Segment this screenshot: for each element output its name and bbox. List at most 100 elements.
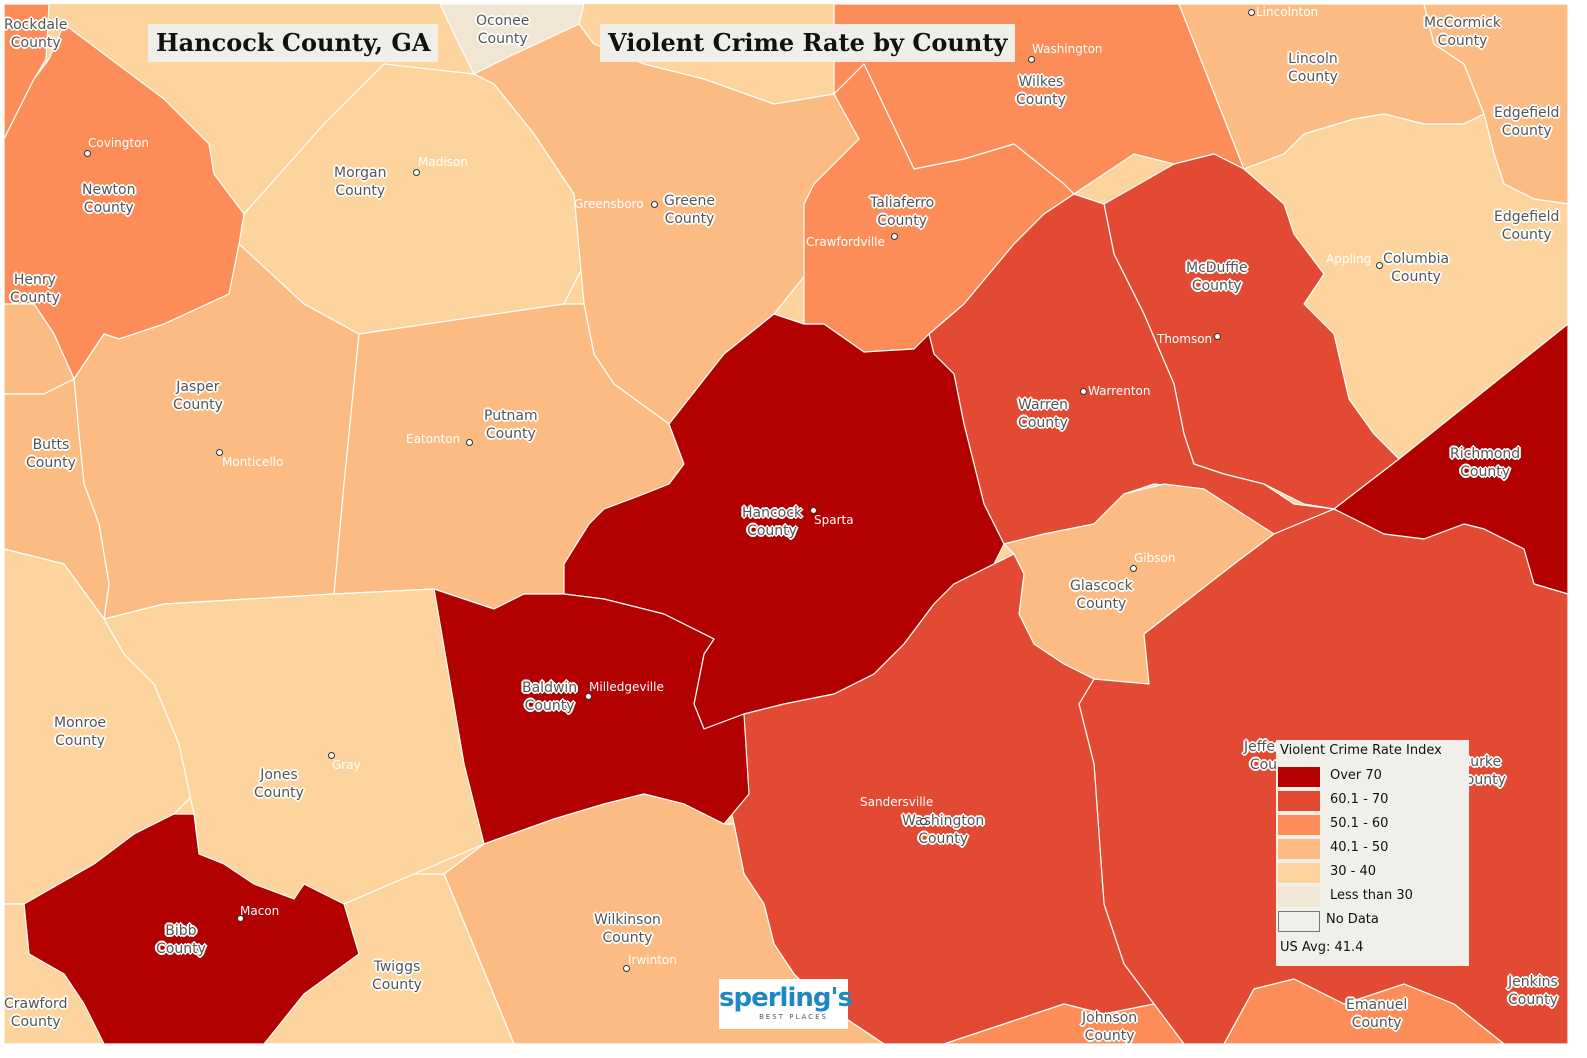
county-label: Jenkins County [1508, 974, 1558, 1008]
legend-swatch [1278, 839, 1320, 859]
city-label: Gray [332, 758, 361, 772]
county-label: Newton County [82, 182, 136, 216]
legend-item-60-70: 60.1 - 70 [1278, 791, 1468, 813]
city-label: Greensboro [574, 197, 644, 211]
county-shapes [4, 4, 1568, 1044]
city-marker-icon [1248, 9, 1255, 16]
legend-swatch [1278, 791, 1320, 811]
legend-title: Violent Crime Rate Index [1280, 743, 1442, 758]
county-label: Lincoln County [1288, 51, 1338, 85]
legend-panel: Violent Crime Rate Index Over 70 60.1 - … [1276, 740, 1469, 966]
county-label: Bibb County [156, 923, 206, 957]
logo-tagline: BEST PLACES [759, 1013, 828, 1021]
legend-swatch [1278, 887, 1320, 907]
city-label: Sparta [814, 513, 854, 527]
county-label: Edgefield County [1494, 105, 1560, 139]
city-label: Crawfordville [806, 235, 885, 249]
legend-swatch [1278, 911, 1320, 932]
city-label: Washington [1032, 42, 1103, 56]
city-label: Covington [88, 136, 150, 150]
city-label: Macon [240, 904, 280, 918]
city-marker-icon [216, 449, 223, 456]
legend-swatch [1278, 767, 1320, 787]
legend-swatch [1278, 863, 1320, 883]
county-label: Hancock County [742, 505, 803, 539]
legend-label: No Data [1326, 912, 1379, 927]
county-label: Emanuel County [1346, 997, 1408, 1031]
legend-swatch [1278, 815, 1320, 835]
county-label: Washington County [902, 813, 985, 847]
metric-title: Violent Crime Rate by County [600, 24, 1016, 62]
county-label: Wilkinson County [594, 912, 661, 946]
legend-label: 60.1 - 70 [1330, 792, 1389, 807]
city-label: Madison [418, 155, 468, 169]
county-label: Warren County [1018, 397, 1068, 431]
legend-item-no-data: No Data [1278, 911, 1468, 933]
city-label: Monticello [222, 455, 284, 469]
county-label: Jasper County [173, 379, 223, 413]
county-label: Taliaferro County [870, 195, 935, 229]
county-label: Johnson County [1082, 1010, 1138, 1044]
city-marker-icon [466, 439, 473, 446]
city-label: Gibson [1134, 551, 1176, 565]
county-label: Baldwin County [522, 680, 578, 714]
city-marker-icon [237, 915, 244, 922]
county-label: Wilkes County [1016, 74, 1066, 108]
city-marker-icon [1130, 565, 1137, 572]
legend-item-30-40: 30 - 40 [1278, 863, 1468, 885]
city-marker-icon [1376, 262, 1383, 269]
city-marker-icon [920, 818, 927, 825]
county-label: Monroe County [54, 715, 107, 749]
choropleth-map[interactable]: Rockdale County Oconee County Newton Count… [4, 4, 1568, 1044]
county-label: Glascock County [1070, 578, 1133, 612]
county-label: Butts County [26, 437, 76, 471]
city-label: Irwinton [628, 953, 677, 967]
county-label: Putnam County [484, 408, 538, 442]
county-label: Twiggs County [372, 959, 422, 993]
county-label: Edgefield County [1494, 209, 1560, 243]
county-label: Richmond County [1450, 446, 1521, 480]
legend-label: Less than 30 [1330, 888, 1413, 903]
county-shape-rockdale [4, 4, 50, 140]
county-label: McDuffie County [1186, 260, 1248, 294]
location-title: Hancock County, GA [148, 24, 439, 62]
logo-brand: sperling's [719, 983, 853, 1013]
city-marker-icon [1080, 388, 1087, 395]
legend-item-40-50: 40.1 - 50 [1278, 839, 1468, 861]
us-average: US Avg: 41.4 [1280, 940, 1364, 955]
county-label: Crawford County [4, 996, 68, 1030]
legend-label: 50.1 - 60 [1330, 816, 1389, 831]
city-marker-icon [891, 233, 898, 240]
city-label: Eatonton [406, 432, 461, 446]
city-marker-icon [1028, 56, 1035, 63]
county-label: Greene County [664, 193, 716, 227]
legend-item-over-70: Over 70 [1278, 767, 1468, 789]
legend-label: 30 - 40 [1330, 864, 1377, 879]
city-marker-icon [413, 169, 420, 176]
city-label: Warrenton [1088, 384, 1151, 398]
legend-label: 40.1 - 50 [1330, 840, 1389, 855]
county-shape-crawford [4, 903, 105, 1044]
county-label: Columbia County [1383, 251, 1450, 285]
county-label: Henry County [10, 272, 60, 306]
city-marker-icon [84, 150, 91, 157]
city-marker-icon [328, 752, 335, 759]
city-marker-icon [651, 201, 658, 208]
county-label: Oconee County [476, 13, 530, 47]
county-label: Jones County [254, 767, 304, 801]
county-label: Rockdale County [4, 17, 68, 51]
county-shape-johnson [943, 1003, 1185, 1044]
sperlings-logo[interactable]: sperling's BEST PLACES [719, 979, 853, 1029]
city-label: Thomson [1157, 332, 1213, 346]
city-label: Lincolnton [1256, 5, 1319, 19]
city-label: Milledgeville [589, 680, 664, 694]
legend-label: Over 70 [1330, 768, 1382, 783]
city-marker-icon [1214, 333, 1221, 340]
city-marker-icon [623, 965, 630, 972]
legend-item-less-30: Less than 30 [1278, 887, 1468, 909]
city-label: Appling [1326, 252, 1372, 266]
county-label: Morgan County [334, 165, 387, 199]
city-label: Sandersville [860, 795, 934, 809]
city-marker-icon [585, 693, 592, 700]
county-label: McCormick County [1424, 15, 1501, 49]
